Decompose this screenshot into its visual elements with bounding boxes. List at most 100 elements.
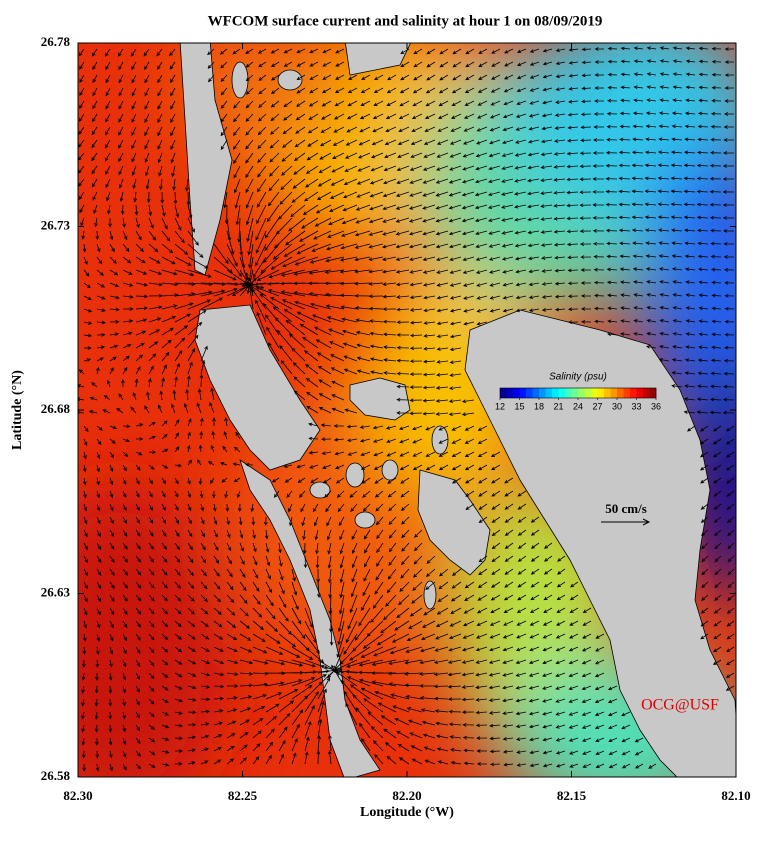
current-arrow: [553, 216, 566, 221]
current-arrow: [118, 165, 124, 176]
current-arrow: [372, 113, 384, 120]
current-arrow: [557, 568, 566, 575]
current-arrow: [475, 633, 488, 639]
current-arrow: [109, 750, 113, 759]
current-arrow: [161, 607, 169, 615]
current-arrow: [579, 242, 592, 246]
current-arrow: [161, 243, 174, 254]
current-arrow: [475, 256, 488, 261]
current-arrow: [475, 672, 488, 677]
current-arrow: [726, 438, 735, 445]
current-arrow: [310, 477, 319, 484]
current-arrow: [723, 229, 735, 233]
current-arrow: [581, 724, 592, 729]
current-arrow: [174, 529, 180, 537]
current-arrow: [344, 152, 358, 159]
current-arrow: [291, 709, 304, 726]
current-arrow: [104, 48, 111, 57]
current-arrow: [475, 269, 488, 274]
current-arrow: [170, 100, 176, 110]
current-arrow: [449, 295, 462, 300]
current-arrow: [619, 124, 631, 129]
current-arrow: [265, 703, 280, 713]
current-arrow: [515, 269, 527, 274]
current-arrow: [233, 139, 241, 150]
current-arrow: [697, 241, 709, 246]
current-arrow: [723, 125, 735, 129]
current-arrow: [187, 646, 196, 652]
current-arrow: [713, 516, 722, 523]
current-arrow: [725, 685, 735, 691]
current-arrow: [619, 267, 631, 272]
current-arrow: [399, 464, 410, 471]
current-arrow: [685, 319, 696, 323]
current-arrow: [580, 281, 592, 285]
current-arrow: [271, 74, 280, 81]
current-arrow: [335, 477, 345, 484]
current-arrow: [359, 126, 371, 133]
current-arrow: [581, 711, 592, 716]
current-arrow: [174, 446, 180, 453]
current-arrow: [317, 700, 325, 726]
current-arrow: [553, 229, 566, 234]
current-arrow: [245, 139, 254, 150]
current-arrow: [502, 749, 514, 754]
current-arrow: [462, 256, 475, 262]
current-arrow: [102, 409, 111, 414]
current-arrow: [91, 382, 98, 388]
current-arrow: [213, 269, 237, 281]
current-arrow: [711, 319, 722, 324]
current-arrow: [435, 217, 449, 223]
current-arrow: [396, 320, 410, 325]
current-arrow: [426, 48, 436, 55]
current-arrow: [92, 100, 98, 110]
current-arrow: [683, 176, 696, 181]
current-arrow: [621, 737, 631, 743]
current-arrow: [148, 607, 155, 615]
current-arrow: [621, 711, 631, 717]
current-arrow: [436, 308, 449, 313]
current-arrow: [213, 581, 221, 590]
current-arrow: [92, 61, 98, 70]
current-arrow: [714, 568, 722, 576]
current-arrow: [436, 321, 449, 326]
current-arrow: [213, 282, 239, 287]
current-arrow: [631, 215, 644, 220]
current-arrow: [148, 464, 155, 470]
current-arrow: [713, 607, 722, 614]
current-arrow: [529, 737, 540, 742]
current-arrow: [131, 152, 137, 163]
current-arrow: [295, 126, 306, 134]
current-arrow: [355, 318, 371, 323]
current-arrow: [412, 87, 423, 94]
current-arrow: [514, 204, 527, 209]
current-arrow: [516, 607, 527, 613]
current-arrow: [452, 48, 462, 55]
current-arrow: [727, 542, 735, 550]
current-arrow: [607, 85, 618, 90]
current-arrow: [540, 139, 553, 144]
y-tick-label: 26.68: [41, 401, 71, 416]
current-arrow: [632, 137, 644, 142]
current-arrow: [477, 87, 488, 93]
current-arrow: [618, 189, 631, 194]
current-arrow: [422, 620, 436, 628]
current-arrow: [268, 165, 280, 177]
current-arrow: [223, 431, 228, 440]
current-arrow: [302, 204, 319, 216]
current-arrow: [395, 204, 410, 210]
current-arrow: [220, 462, 228, 466]
current-arrow: [714, 529, 722, 537]
colorbar-segment: [623, 388, 631, 398]
current-arrow: [711, 46, 722, 51]
current-arrow: [722, 164, 735, 168]
current-arrow: [252, 256, 267, 279]
current-arrow: [331, 407, 345, 414]
current-arrow: [413, 542, 423, 552]
current-arrow: [207, 461, 215, 466]
current-arrow: [252, 730, 262, 739]
current-arrow: [398, 126, 410, 133]
current-arrow: [672, 293, 683, 297]
current-arrow: [373, 646, 397, 657]
current-arrow: [408, 217, 423, 223]
